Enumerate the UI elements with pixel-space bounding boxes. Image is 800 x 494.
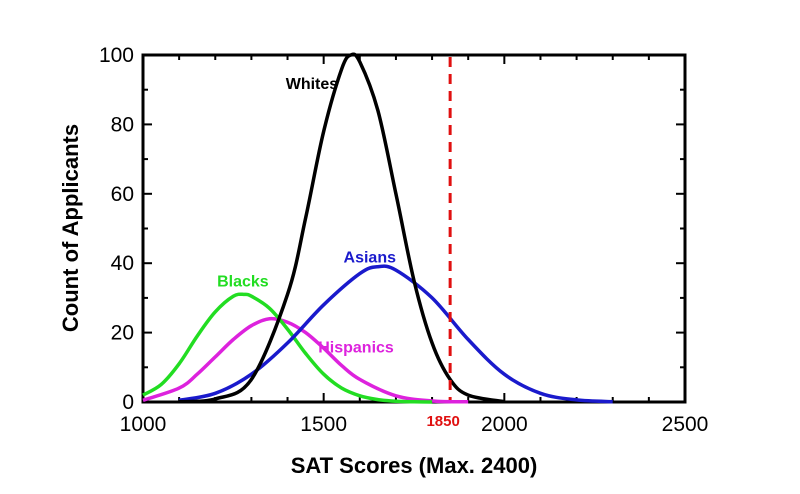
y-tick-label: 40 — [111, 252, 134, 275]
series-label-whites: Whites — [286, 76, 339, 93]
series-label-blacks: Blacks — [217, 274, 269, 291]
series-label-hispanics: Hispanics — [318, 339, 394, 356]
x-tick-label: 2500 — [662, 413, 709, 436]
tick-labels: 1000 1500 2000 2500 0 20 40 60 80 100 — [99, 44, 708, 436]
x-tick-label: 2000 — [481, 413, 528, 436]
x-axis-title: SAT Scores (Max. 2400) — [291, 453, 538, 478]
y-tick-label: 100 — [99, 44, 134, 67]
vline-label: 1850 — [426, 413, 459, 430]
x-tick-label: 1500 — [300, 413, 347, 436]
series-line-whites — [178, 52, 505, 404]
series-lines — [142, 52, 613, 404]
ticks — [142, 54, 686, 403]
annotations: 1850 — [426, 57, 460, 430]
series-line-hispanics — [142, 316, 469, 404]
x-tick-label: 1000 — [120, 413, 167, 436]
series-labels: Whites Asians Blacks Hispanics — [217, 76, 396, 357]
y-tick-label: 60 — [111, 183, 134, 206]
y-tick-label: 20 — [111, 322, 134, 345]
y-tick-label: 0 — [122, 391, 134, 414]
y-axis-title: Count of Applicants — [58, 124, 83, 332]
series-label-asians: Asians — [344, 249, 397, 266]
y-tick-label: 80 — [111, 113, 134, 136]
